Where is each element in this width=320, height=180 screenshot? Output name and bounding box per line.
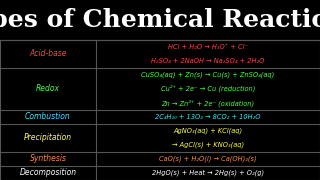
Text: HCl + H₂O → H₃O⁺ + Cl⁻: HCl + H₂O → H₃O⁺ + Cl⁻ <box>168 44 248 50</box>
Text: Combustion: Combustion <box>25 112 71 121</box>
Text: → AgCl(s) + KNO₃(aq): → AgCl(s) + KNO₃(aq) <box>172 142 244 148</box>
Text: CaO(s) + H₂O(l) → Ca(OH)₂(s): CaO(s) + H₂O(l) → Ca(OH)₂(s) <box>159 156 257 162</box>
Text: AgNO₃(aq) + KCl(aq): AgNO₃(aq) + KCl(aq) <box>173 128 243 134</box>
Text: 2C₄H₁₀ + 13O₂ → 8CO₂ + 10H₂O: 2C₄H₁₀ + 13O₂ → 8CO₂ + 10H₂O <box>155 114 261 120</box>
Bar <box>0 40 320 180</box>
Text: Decomposition: Decomposition <box>20 168 76 177</box>
Text: CuSO₄(aq) + Zn(s) → Cu(s) + ZnSO₄(aq): CuSO₄(aq) + Zn(s) → Cu(s) + ZnSO₄(aq) <box>141 71 275 78</box>
Text: Zn → Zn²⁺ + 2e⁻ (oxidation): Zn → Zn²⁺ + 2e⁻ (oxidation) <box>161 99 255 107</box>
Text: Types of Chemical Reactions: Types of Chemical Reactions <box>0 8 320 32</box>
Text: Acid-base: Acid-base <box>29 49 67 58</box>
Text: H₂SO₄ + 2NaOH → Na₂SO₄ + 2H₂O: H₂SO₄ + 2NaOH → Na₂SO₄ + 2H₂O <box>151 58 265 64</box>
Text: Synthesis: Synthesis <box>29 154 67 163</box>
Text: 2HgO(s) + Heat → 2Hg(s) + O₂(g): 2HgO(s) + Heat → 2Hg(s) + O₂(g) <box>152 170 264 176</box>
Text: Precipitation: Precipitation <box>24 133 72 142</box>
Text: Cu²⁺ + 2e⁻ → Cu (reduction): Cu²⁺ + 2e⁻ → Cu (reduction) <box>161 85 255 93</box>
Text: Redox: Redox <box>36 84 60 93</box>
